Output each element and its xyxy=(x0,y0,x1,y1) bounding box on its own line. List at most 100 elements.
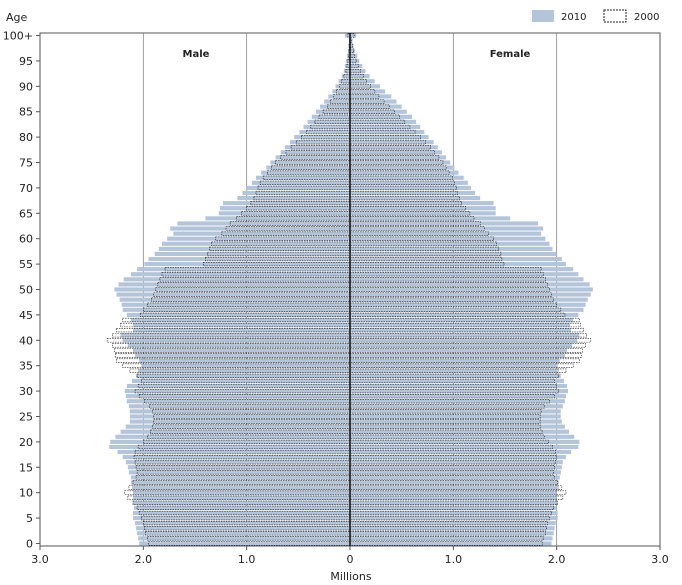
bar-2000-female-age-35 xyxy=(349,363,574,368)
bar-2010-female-age-49 xyxy=(350,292,591,297)
bar-2010-female-age-90 xyxy=(350,84,380,89)
bar-2000-male-age-83 xyxy=(314,119,351,125)
bar-2010-female-age-50 xyxy=(350,287,593,292)
bar-2010-male-age-98 xyxy=(348,43,350,48)
bar-2010-male-age-83 xyxy=(307,119,350,124)
bar-2010-female-age-23 xyxy=(350,424,565,429)
bar-2010-female-age-5 xyxy=(350,515,558,521)
bar-2000-female-age-18 xyxy=(349,449,556,455)
bar-2010-female-age-28 xyxy=(350,399,565,404)
bar-2010-female-age-73 xyxy=(350,170,459,175)
bar-2010-female-age-67 xyxy=(350,201,494,206)
bar-2010-female-age-63 xyxy=(350,221,539,226)
y-tick-label-18: 90 xyxy=(19,80,33,93)
bar-2010-male-age-1 xyxy=(138,536,350,541)
y-tick-label-17: 85 xyxy=(19,106,33,119)
bar-2000-male-age-45 xyxy=(139,312,351,318)
bar-2010-female-age-57 xyxy=(350,251,557,257)
bar-2000-female-age-94 xyxy=(349,63,359,69)
bar-2010-female-age-72 xyxy=(350,175,464,180)
bar-2000-female-age-61 xyxy=(349,231,489,236)
bar-2000-male-age-71 xyxy=(259,180,351,185)
bar-2010-female-age-97 xyxy=(350,48,356,53)
bar-2010-male-age-90 xyxy=(335,84,350,89)
bar-2000-female-age-21 xyxy=(349,434,545,439)
bar-2010-male-age-22 xyxy=(120,429,350,434)
bar-2000-male-age-38 xyxy=(114,348,351,353)
bar-2000-female-age-92 xyxy=(349,74,364,79)
bar-2010-male-age-70 xyxy=(246,185,350,190)
bar-2010-female-age-74 xyxy=(350,165,455,170)
y-tick-label-1: 5 xyxy=(26,512,33,525)
bar-2010-male-age-86 xyxy=(320,104,350,109)
bar-2000-male-age-18 xyxy=(134,449,351,455)
bar-2010-female-age-86 xyxy=(350,104,402,109)
bar-2010-male-age-24 xyxy=(129,419,350,424)
bar-2010-male-age-67 xyxy=(222,201,350,206)
bar-2000-female-age-39 xyxy=(349,343,586,348)
y-tick-label-20: 100+ xyxy=(3,30,33,43)
bar-2010-male-age-3 xyxy=(136,526,350,531)
bar-2000-female-age-1 xyxy=(349,536,544,541)
bar-2010-male-age-28 xyxy=(126,399,350,404)
legend-swatch-2010 xyxy=(532,10,554,22)
bar-2010-male-age-95 xyxy=(345,58,350,64)
bar-2010-male-age-58 xyxy=(158,246,350,251)
bar-2010-female-age-80 xyxy=(350,135,429,140)
bar-2010-male-age-7 xyxy=(134,505,350,510)
x-tick-label-6: 3.0 xyxy=(651,553,669,566)
bar-2010-female-age-94 xyxy=(350,63,363,69)
bar-2010-female-age-30 xyxy=(350,389,569,394)
bar-2010-female-age-22 xyxy=(350,429,570,434)
bar-2010-male-age-59 xyxy=(161,241,350,246)
bar-2010-female-age-21 xyxy=(350,434,575,439)
bar-2010-female-age-55 xyxy=(350,262,566,267)
bar-2000-male-age-54 xyxy=(164,267,351,272)
bar-2010-male-age-80 xyxy=(294,135,350,140)
bar-2010-male-age-89 xyxy=(332,89,350,94)
y-axis-title: Age xyxy=(6,11,28,24)
bar-2000-female-age-27 xyxy=(349,404,545,409)
bar-2010-female-age-14 xyxy=(350,470,561,475)
bar-2000-female-age-11 xyxy=(349,485,563,490)
x-tick-label-1: 2.0 xyxy=(135,553,153,566)
bar-2010-male-age-31 xyxy=(126,383,350,389)
bar-2010-male-age-50 xyxy=(114,287,351,292)
bar-2010-female-age-18 xyxy=(350,449,572,455)
bar-2010-female-age-11 xyxy=(350,485,559,490)
y-axis-ticks: 0 5 10 15 20 25 30 35 40 45 50 55 60 65 70 75 80 85 90 95 10… xyxy=(3,30,40,550)
bar-2010-female-age-98 xyxy=(350,43,354,48)
bar-2010-female-age-87 xyxy=(350,99,397,104)
bar-2010-female-age-69 xyxy=(350,190,476,196)
bar-2010-male-age-92 xyxy=(341,74,350,79)
bar-2010-male-age-46 xyxy=(122,307,351,312)
bar-2010-female-age-1 xyxy=(350,536,553,541)
bar-2010-female-age-81 xyxy=(350,129,425,135)
bar-2010-male-age-15 xyxy=(127,465,350,470)
bar-2000-female-age-44 xyxy=(349,317,580,323)
bar-2010-male-age-25 xyxy=(129,414,350,419)
bar-2010-male-age-0 xyxy=(139,541,350,546)
bar-2010-male-age-62 xyxy=(170,226,350,231)
bar-2000-male-age-28 xyxy=(144,399,351,404)
bar-2010-male-age-68 xyxy=(237,195,350,201)
bar-2010-male-age-12 xyxy=(130,480,350,485)
bar-2010-male-age-47 xyxy=(121,302,350,307)
y-tick-label-3: 15 xyxy=(19,461,33,474)
x-tick-label-5: 2.0 xyxy=(548,553,566,566)
bar-2010-female-age-19 xyxy=(350,444,579,450)
bar-2010-female-age-92 xyxy=(350,74,370,79)
bar-2000-male-age-63 xyxy=(229,221,351,226)
bar-2010-male-age-21 xyxy=(115,434,350,439)
bar-2000-male-age-47 xyxy=(147,302,351,307)
bar-2010-female-age-60 xyxy=(350,236,546,241)
bar-2010-female-age-84 xyxy=(350,114,412,119)
bar-2000-male-age-61 xyxy=(221,231,351,236)
y-tick-label-4: 20 xyxy=(19,436,33,449)
bar-2000-female-age-50 xyxy=(349,287,550,292)
bar-2010-male-age-73 xyxy=(261,170,350,175)
bar-2010-male-age-77 xyxy=(280,150,350,155)
bar-2000-female-age-16 xyxy=(349,460,556,465)
bar-2010-male-age-88 xyxy=(328,94,350,99)
male-label: Male xyxy=(183,49,210,60)
